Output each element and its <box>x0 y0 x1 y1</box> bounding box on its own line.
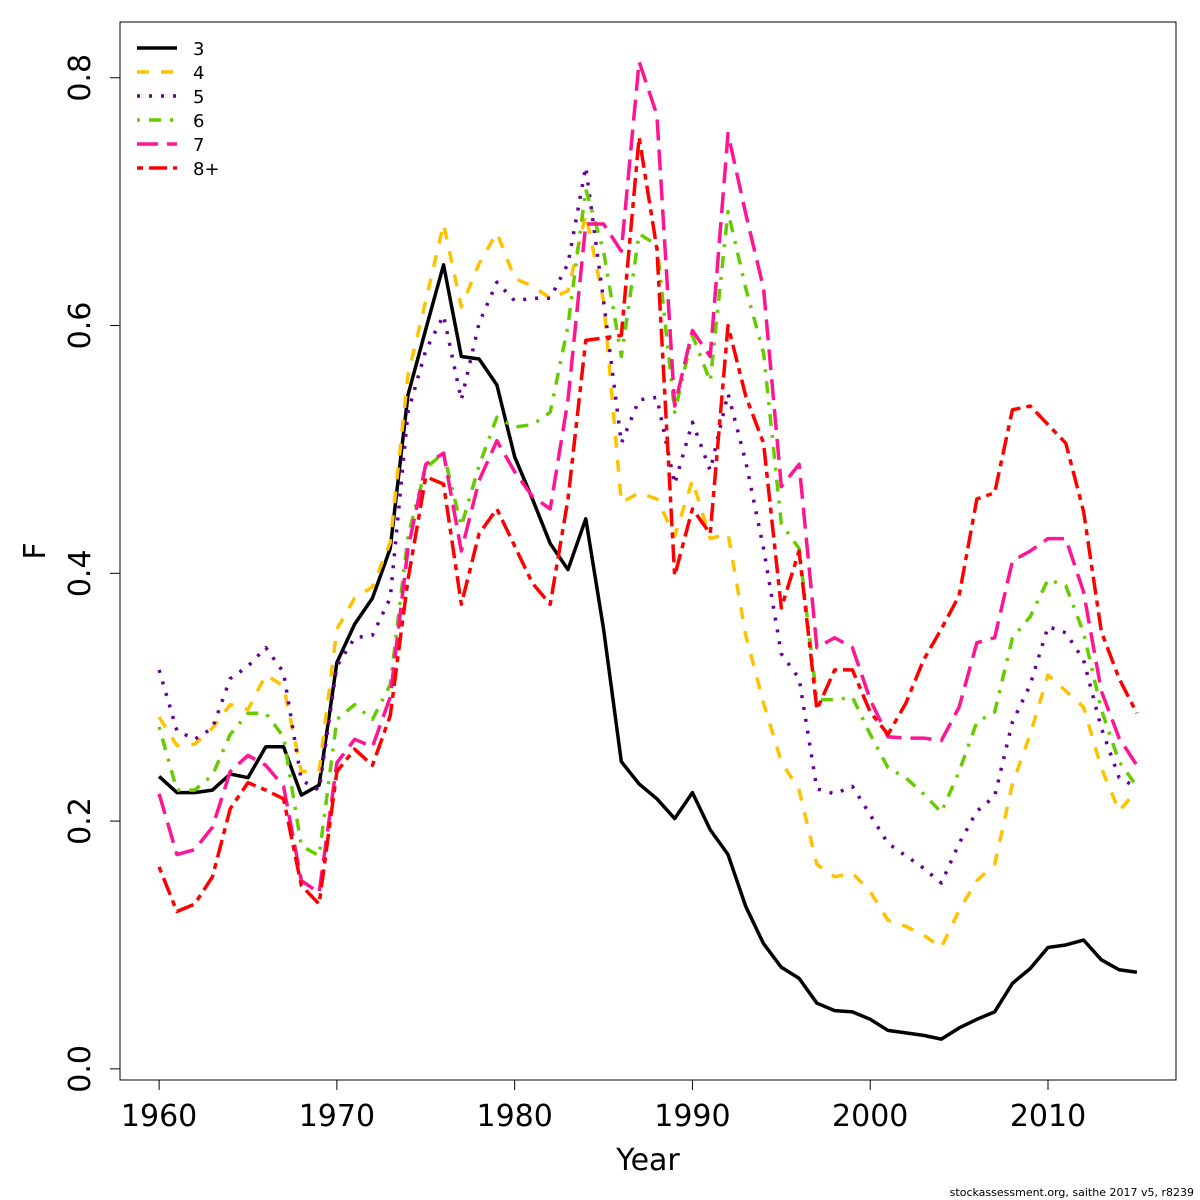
series-line <box>157 165 1138 885</box>
x-tick-label: 2010 <box>1010 1099 1086 1134</box>
legend-label: 5 <box>193 87 204 108</box>
series-line <box>157 212 1139 950</box>
series-line <box>157 135 1139 914</box>
legend-label: 6 <box>193 111 204 132</box>
y-tick-label: 0.0 <box>63 1045 98 1093</box>
x-axis-label: Year <box>615 1143 680 1178</box>
x-tick-label: 1990 <box>654 1099 730 1134</box>
legend-label: 8+ <box>193 159 220 180</box>
legend-label: 4 <box>193 63 204 84</box>
legend-label: 3 <box>193 39 204 60</box>
y-axis-label: F <box>18 542 53 559</box>
y-tick-label: 0.6 <box>63 302 98 350</box>
series-line <box>157 187 1139 858</box>
x-tick-label: 1960 <box>121 1099 197 1134</box>
caption: stockassessment.org, saithe 2017 v5, r82… <box>950 1186 1194 1199</box>
y-tick-label: 0.8 <box>63 54 98 102</box>
y-tick-label: 0.4 <box>63 549 98 597</box>
x-tick-label: 1970 <box>299 1099 375 1134</box>
series-line <box>157 263 1138 1041</box>
y-tick-label: 0.2 <box>63 797 98 845</box>
x-tick-label: 1980 <box>476 1099 552 1134</box>
plot-frame <box>119 21 1177 1081</box>
legend-label: 7 <box>193 135 204 156</box>
x-tick-label: 2000 <box>832 1099 908 1134</box>
